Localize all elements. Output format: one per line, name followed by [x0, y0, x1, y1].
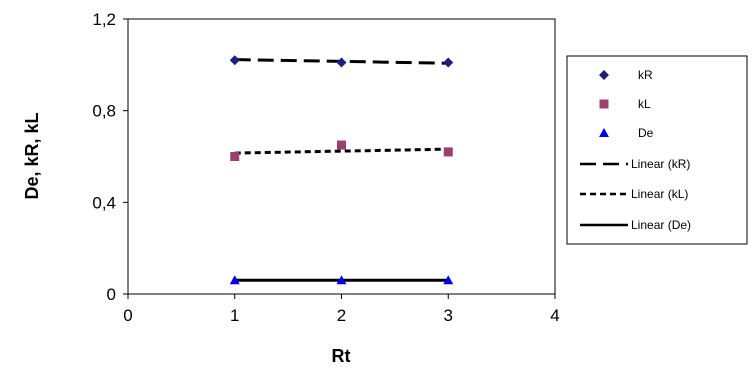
x-tick-label: 3 — [444, 306, 453, 325]
y-tick-label: 0 — [107, 285, 116, 304]
x-tick-label: 2 — [337, 306, 346, 325]
legend-label: Linear (kL) — [631, 187, 688, 201]
y-tick-label: 0,4 — [92, 193, 116, 212]
x-tick-label: 4 — [550, 306, 559, 325]
legend-label: kL — [638, 97, 651, 111]
legend-label: De — [638, 126, 654, 140]
legend-label: kR — [638, 68, 653, 82]
legend-marker — [599, 128, 609, 137]
data-point — [443, 57, 454, 68]
legend-box — [566, 55, 748, 245]
legend: kR kL De Linear (kR) Linear (kL) Linear (De) — [580, 68, 691, 232]
data-point — [337, 140, 346, 150]
legend-marker — [599, 99, 609, 109]
trendline — [234, 147, 449, 155]
legend-label: Linear (kR) — [631, 157, 690, 171]
data-point — [336, 275, 347, 285]
x-axis-title: Rt — [332, 346, 351, 366]
data-point — [443, 275, 454, 285]
data-point — [336, 57, 347, 68]
x-tick-label: 0 — [123, 306, 132, 325]
legend-label: Linear (De) — [631, 218, 691, 232]
data-point — [443, 147, 453, 157]
tick-group: 0 1 2 3 4 0 0,4 0,8 1,2 — [92, 10, 559, 325]
data-point — [229, 55, 240, 66]
y-tick-label: 1,2 — [92, 10, 116, 29]
y-tick-label: 0,8 — [92, 102, 116, 121]
legend-marker — [599, 70, 609, 80]
y-axis-title: De, kR, kL — [22, 112, 42, 199]
x-tick-label: 1 — [230, 306, 239, 325]
data-point — [229, 275, 240, 285]
points-group — [229, 55, 454, 285]
data-point — [230, 152, 240, 161]
